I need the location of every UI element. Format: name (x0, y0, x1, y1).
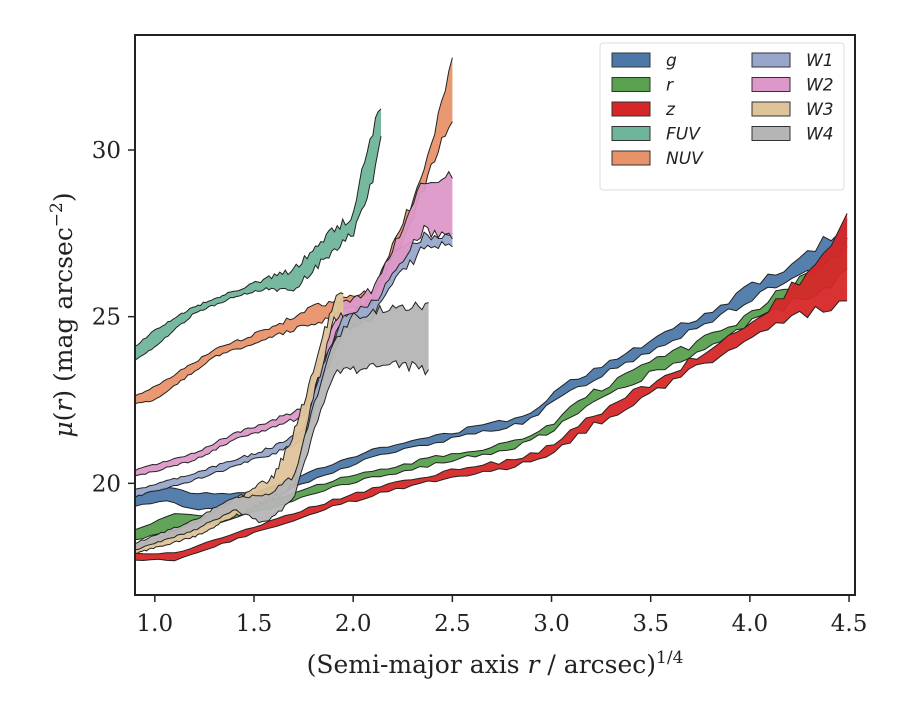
x-tick-label: 3.0 (533, 611, 570, 637)
legend-swatch (751, 126, 791, 141)
y-axis-label-unit: ) (mag arcsec (49, 227, 78, 400)
x-tick-label: 4.0 (732, 611, 769, 637)
y-ticks: 20 25 30 (92, 138, 135, 497)
band-w3-upper-edge (134, 311, 344, 554)
x-axis-label-main: (Semi-major axis (307, 650, 528, 679)
legend-label: g (666, 51, 677, 71)
legend-label: r (666, 76, 674, 96)
x-tick-label: 2.0 (335, 611, 372, 637)
band-fuv-lower-edge (134, 108, 382, 347)
x-tick-label: 1.0 (137, 611, 174, 637)
legend-item-z: z (611, 100, 676, 120)
y-tick-label: 25 (92, 305, 121, 331)
legend-swatch (611, 126, 651, 141)
band-w4-fill (135, 302, 429, 550)
x-ticks: 1.0 1.5 2.0 2.5 3.0 3.5 4.0 4.5 (137, 595, 868, 637)
legend: grz FUV NUV W1 W2 W3 W4 (599, 42, 845, 191)
legend-swatch (611, 52, 651, 68)
band-w2-fill (135, 171, 453, 476)
y-axis-label-mu: μ (49, 421, 78, 437)
legend-item-g: g (611, 51, 677, 71)
x-axis-label-exp: 1/4 (656, 648, 683, 668)
legend-swatch (751, 52, 791, 68)
legend-label: z (665, 100, 676, 120)
band-w2-upper-edge (134, 224, 453, 477)
band-nuv-lower-edge (134, 57, 453, 397)
band-z-upper-edge (134, 300, 848, 562)
legend-label: W2 (806, 76, 834, 96)
legend-item-w1: W1 (751, 51, 834, 71)
band-w4-upper-edge (134, 360, 430, 551)
legend-swatch (611, 150, 651, 166)
band-w2 (134, 170, 453, 477)
y-axis-label: μ(r) (mag arcsec−2) (47, 192, 78, 437)
legend-item-nuv: NUV (611, 149, 704, 169)
band-fuv (134, 108, 382, 361)
legend-label: W4 (806, 125, 834, 145)
legend-item-w4: W4 (751, 125, 834, 145)
y-axis-label-close: ) (49, 192, 78, 202)
y-tick-label: 30 (92, 138, 121, 164)
x-tick-label: 1.5 (236, 611, 273, 637)
legend-item-w3: W3 (751, 100, 834, 120)
y-axis-label-paren1: ( (49, 412, 78, 422)
band-z-lower-edge (134, 213, 848, 555)
x-axis-label: (Semi-major axis r / arcsec)1/4 (307, 648, 684, 679)
legend-swatch (611, 101, 651, 117)
x-tick-label: 3.5 (632, 611, 669, 637)
legend-item-fuv: FUV (611, 125, 701, 145)
x-tick-label: 2.5 (434, 611, 471, 637)
legend-label: W1 (806, 51, 834, 71)
band-w2-lower-edge (134, 170, 453, 472)
legend-item-r: r (611, 76, 674, 96)
legend-label: W3 (806, 100, 834, 120)
y-axis-label-exp: −2 (47, 202, 67, 227)
legend-item-w2: W2 (751, 76, 834, 96)
x-tick-label: 4.5 (831, 611, 868, 637)
band-fuv-fill (135, 108, 381, 361)
legend-label: NUV (666, 149, 704, 169)
x-axis-label-var: r (528, 650, 542, 679)
legend-swatch (611, 77, 651, 92)
band-w4 (134, 301, 430, 551)
band-z (134, 213, 848, 562)
legend-label: FUV (666, 125, 701, 145)
band-fuv-upper-edge (134, 136, 382, 361)
band-r-lower-edge (134, 237, 848, 531)
legend-swatch (751, 101, 791, 117)
y-tick-label: 20 (92, 471, 121, 497)
band-w4-lower-edge (134, 301, 429, 545)
bands-layer (134, 57, 848, 562)
plot-frame (134, 34, 856, 596)
x-axis-label-unit: / arcsec) (539, 650, 656, 679)
legend-swatch (751, 77, 791, 92)
y-axis-label-var: r (49, 398, 78, 412)
